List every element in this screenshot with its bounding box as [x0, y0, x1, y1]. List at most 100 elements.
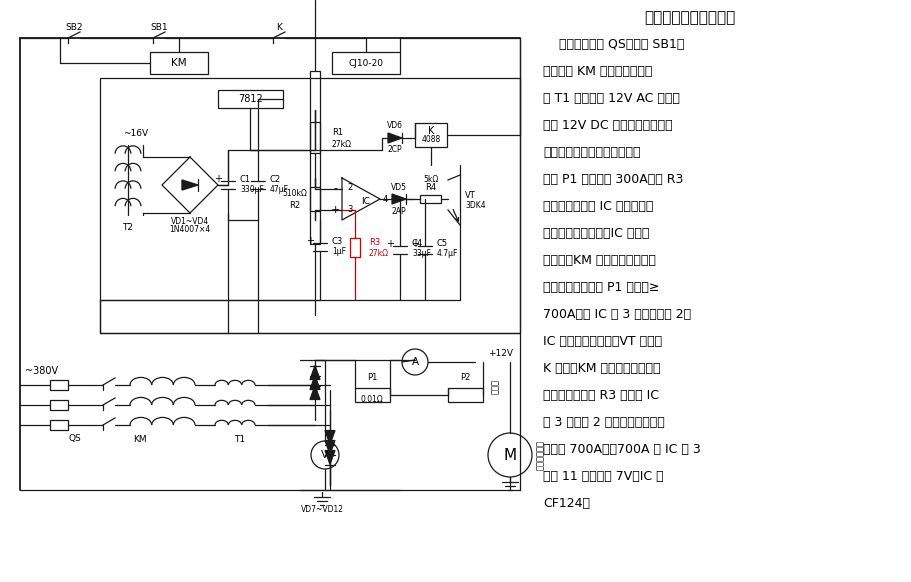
Text: P2: P2: [459, 372, 470, 381]
Text: +: +: [385, 239, 394, 249]
Bar: [149, 52, 208, 74]
Text: 4.7μF: 4.7μF: [436, 250, 458, 258]
Text: QS: QS: [68, 435, 81, 443]
Text: VD5: VD5: [391, 183, 406, 191]
Text: 700A，使 IC 脚 3 电位高于脚 2，: 700A，使 IC 脚 3 电位高于脚 2，: [542, 308, 691, 321]
Bar: [447, 388, 483, 402]
Bar: [354, 388, 390, 402]
Text: K 吸合，KM 失电断开主触点，: K 吸合，KM 失电断开主触点，: [542, 362, 660, 375]
Text: P1: P1: [366, 372, 377, 381]
Text: KM: KM: [133, 435, 147, 443]
Text: C2: C2: [270, 175, 281, 183]
Text: C3: C3: [332, 236, 343, 246]
Text: +: +: [330, 205, 339, 215]
Text: CF124。: CF124。: [542, 497, 589, 510]
Text: 闭合空气开关 QS、按钮 SB1，: 闭合空气开关 QS、按钮 SB1，: [542, 38, 683, 51]
Text: 出对地短路，流过 P1 的电流≥: 出对地短路，流过 P1 的电流≥: [542, 281, 659, 294]
Text: 使接触器 KM 得电自保，变压: 使接触器 KM 得电自保，变压: [542, 65, 651, 78]
Text: ~16V: ~16V: [123, 129, 148, 137]
Text: 27kΩ: 27kΩ: [369, 249, 389, 258]
Text: R2: R2: [289, 201, 301, 210]
Bar: [332, 52, 400, 74]
Bar: [50, 400, 68, 410]
Text: VD7~VD12: VD7~VD12: [300, 506, 343, 514]
Text: 低压整流短路保护电路: 低压整流短路保护电路: [644, 10, 735, 26]
Text: T2: T2: [122, 222, 133, 232]
Text: ~380V: ~380V: [25, 366, 58, 376]
Text: 2AP: 2AP: [391, 207, 406, 215]
Polygon shape: [310, 375, 320, 389]
Text: 加到电压比较器 IC 正输入端的: 加到电压比较器 IC 正输入端的: [542, 200, 652, 213]
Text: A: A: [411, 357, 418, 367]
Text: SB1: SB1: [150, 23, 168, 31]
Text: R3: R3: [369, 238, 380, 247]
Bar: [50, 420, 68, 430]
Text: 流片 P1 的电流约 300A，经 R3: 流片 P1 的电流约 300A，经 R3: [542, 173, 682, 186]
Text: IC: IC: [361, 197, 370, 205]
Text: +: +: [306, 236, 313, 246]
Bar: [50, 380, 68, 390]
Bar: [420, 195, 441, 203]
Text: K: K: [427, 126, 434, 136]
Text: 输出 12V DC 供直流电机工作电: 输出 12V DC 供直流电机工作电: [542, 119, 672, 132]
Bar: [100, 78, 519, 333]
Text: T1: T1: [234, 435, 245, 443]
Text: 2CP: 2CP: [387, 146, 402, 154]
Polygon shape: [324, 450, 334, 464]
Text: 压。电机正常起动时，流过检: 压。电机正常起动时，流过检: [542, 146, 640, 159]
Text: 4: 4: [382, 194, 387, 204]
Text: 47μF: 47μF: [270, 184, 289, 193]
Text: 进行保护。调节 R3 可改变 IC: 进行保护。调节 R3 可改变 IC: [542, 389, 659, 402]
Text: IC 输出变为高电平，VT 导通，: IC 输出变为高电平，VT 导通，: [542, 335, 661, 348]
Text: C4: C4: [412, 240, 423, 249]
Text: C5: C5: [436, 240, 447, 249]
Text: 器 T1 次级输出 12V AC 经整流: 器 T1 次级输出 12V AC 经整流: [542, 92, 679, 105]
Text: K: K: [276, 23, 281, 31]
Text: 护电流 700A）。700A 时 IC 脚 3: 护电流 700A）。700A 时 IC 脚 3: [542, 443, 700, 456]
Text: 对脚 11 的电压为 7V。IC 为: 对脚 11 的电压为 7V。IC 为: [542, 470, 663, 483]
Polygon shape: [310, 385, 320, 399]
Bar: [310, 71, 320, 244]
Text: +12V: +12V: [487, 350, 512, 359]
Polygon shape: [324, 441, 334, 455]
Polygon shape: [392, 194, 405, 204]
Text: 0.01Ω: 0.01Ω: [360, 395, 383, 403]
Text: 电压低于负端电位，IC 输出为: 电压低于负端电位，IC 输出为: [542, 227, 649, 240]
Text: 27kΩ: 27kΩ: [332, 140, 352, 149]
Text: 1N4007×4: 1N4007×4: [169, 225, 210, 233]
Text: -: -: [333, 183, 337, 193]
Bar: [415, 123, 446, 147]
Text: V: V: [321, 450, 329, 460]
Polygon shape: [182, 180, 198, 190]
Text: 3DK4: 3DK4: [465, 201, 485, 210]
Text: SB2: SB2: [66, 23, 83, 31]
Bar: [350, 238, 360, 257]
Polygon shape: [310, 365, 320, 379]
Text: 1μF: 1μF: [332, 247, 345, 255]
Text: VD6: VD6: [386, 122, 403, 130]
Text: 330μF: 330μF: [240, 184, 263, 193]
Text: 33μF: 33μF: [412, 250, 431, 258]
Text: 510kΩ: 510kΩ: [282, 190, 307, 198]
Text: 2: 2: [347, 183, 353, 193]
Text: +: +: [214, 174, 221, 184]
Text: VT: VT: [465, 190, 476, 200]
Polygon shape: [387, 133, 402, 143]
Text: M: M: [503, 448, 516, 463]
Text: +: +: [411, 239, 418, 249]
Text: 脚 3 高于脚 2 电位的临界点（保: 脚 3 高于脚 2 电位的临界点（保: [542, 416, 664, 429]
Bar: [218, 90, 282, 108]
Text: 3: 3: [347, 205, 353, 215]
Text: 5kΩ: 5kΩ: [423, 176, 437, 184]
Text: VD1~VD4: VD1~VD4: [170, 217, 209, 225]
Text: C1: C1: [240, 175, 251, 183]
Text: 7812: 7812: [238, 94, 262, 104]
Text: CJ10-20: CJ10-20: [348, 59, 384, 68]
Text: 输出端: 输出端: [490, 379, 499, 395]
Text: 4088: 4088: [421, 136, 440, 144]
Bar: [310, 187, 320, 211]
Text: 低电平，KM 仍吸合。当整流输: 低电平，KM 仍吸合。当整流输: [542, 254, 655, 267]
Text: 直流驱动电机: 直流驱动电机: [535, 440, 544, 470]
Text: KM: KM: [171, 58, 187, 68]
Polygon shape: [324, 431, 334, 445]
